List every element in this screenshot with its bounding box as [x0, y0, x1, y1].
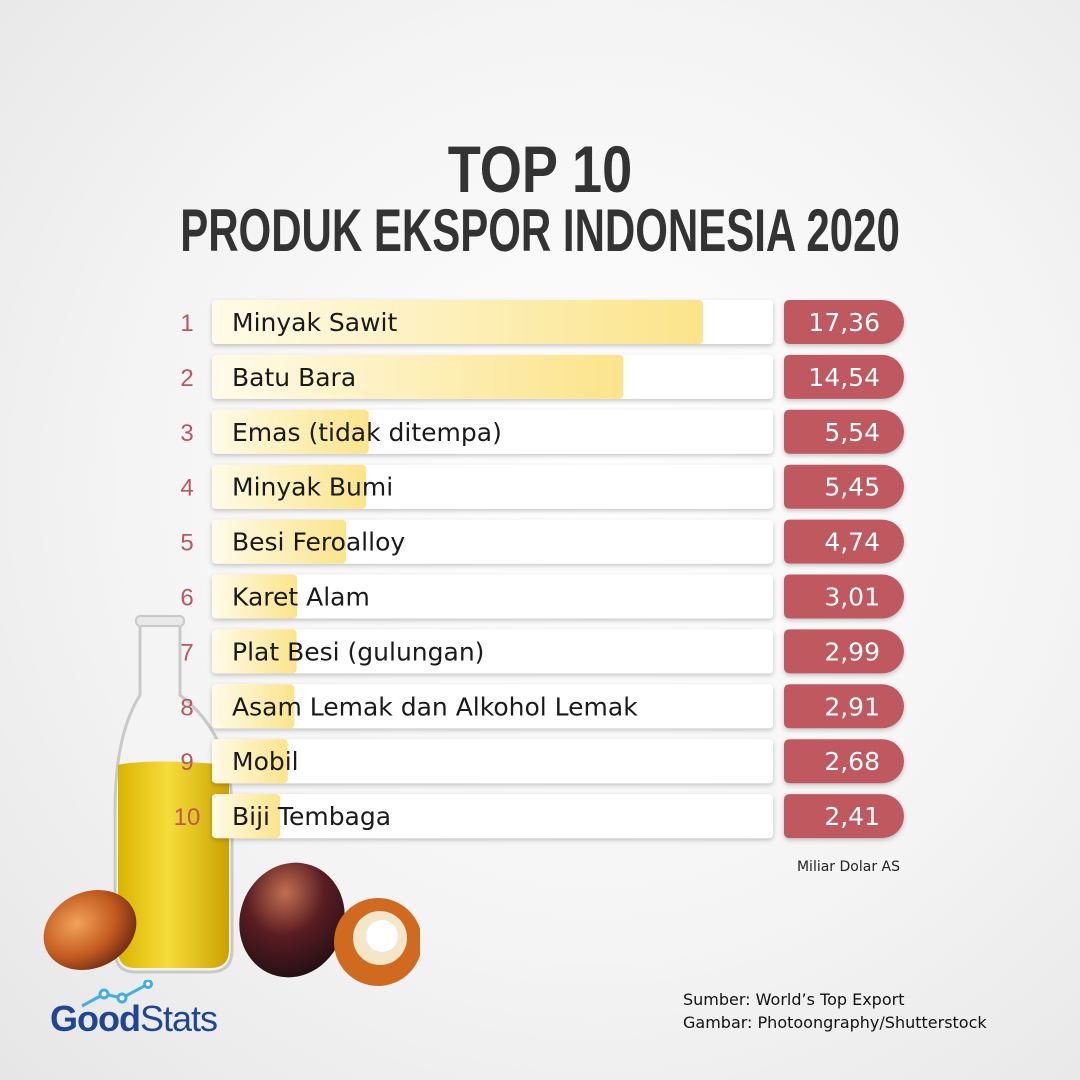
- bar-row: 8 Asam Lemak dan Alkohol Lemak 2,91: [180, 684, 905, 729]
- value-badge: [784, 739, 905, 784]
- bar: [212, 409, 369, 454]
- bar-row: 5 Besi Feroalloy 4,74: [180, 519, 905, 564]
- bar-row: 6 Karet Alam 3,01: [180, 574, 905, 619]
- bar: [212, 574, 298, 619]
- value-badge: [784, 300, 904, 344]
- source-line: Sumber: World’s Top Export: [683, 990, 905, 1009]
- category-label: Emas (tidak ditempa): [232, 418, 502, 447]
- bar-background: [212, 739, 773, 784]
- value-badge: [784, 409, 905, 454]
- value-label: 4,74: [824, 528, 880, 557]
- category-label: Batu Bara: [232, 363, 356, 392]
- value-label: 2,99: [824, 637, 880, 666]
- value-badge: [784, 629, 905, 674]
- bar-row: 1 Minyak Sawit 17,36: [180, 300, 904, 344]
- bar-row: 4 Minyak Bumi 5,45: [180, 464, 905, 509]
- chart-title-line1: TOP 10: [447, 132, 633, 206]
- value-label: 2,41: [824, 802, 880, 831]
- rank-label: 9: [180, 749, 193, 776]
- chart-title-line2: PRODUK EKSPOR INDONESIA 2020: [180, 197, 900, 264]
- bar: [212, 354, 624, 399]
- category-label: Asam Lemak dan Alkohol Lemak: [232, 692, 638, 721]
- image-credit-line: Gambar: Photoongraphy/Shutterstock: [683, 1013, 987, 1032]
- bar-background: [212, 519, 773, 564]
- value-label: 14,54: [808, 363, 880, 392]
- value-badge: [784, 519, 905, 564]
- value-label: 5,45: [824, 473, 880, 502]
- category-label: Mobil: [232, 747, 299, 776]
- logo-chart-icon: [81, 980, 153, 1008]
- bar-background: [212, 794, 773, 839]
- rank-label: 4: [180, 475, 193, 502]
- bar: [212, 629, 297, 674]
- value-label: 2,68: [824, 747, 880, 776]
- value-badge: [784, 464, 905, 509]
- bar: [212, 519, 347, 564]
- bar-row: 7 Plat Besi (gulungan) 2,99: [180, 629, 905, 674]
- value-badge: [784, 354, 905, 399]
- bar: [212, 794, 281, 839]
- category-label: Biji Tembaga: [232, 802, 391, 831]
- category-label: Besi Feroalloy: [232, 528, 405, 557]
- rank-label: 10: [174, 804, 201, 831]
- bar-row: 10 Biji Tembaga 2,41: [174, 794, 905, 839]
- logo-text-good: Good: [50, 998, 141, 1039]
- source-credits: Sumber: World’s Top Export Gambar: Photo…: [683, 988, 987, 1034]
- rank-label: 7: [180, 639, 193, 666]
- category-label: Minyak Bumi: [232, 473, 393, 502]
- value-label: 3,01: [824, 583, 880, 612]
- bar-background: [212, 574, 773, 619]
- logo-text-stats: Stats: [139, 998, 218, 1039]
- bar: [212, 300, 703, 344]
- category-label: Minyak Sawit: [232, 308, 397, 337]
- unit-label: Miliar Dolar AS: [796, 859, 900, 875]
- rank-label: 6: [180, 585, 193, 612]
- rank-label: 5: [180, 530, 193, 557]
- bar-background: [212, 684, 773, 729]
- bar-row: 2 Batu Bara 14,54: [180, 354, 905, 399]
- bar: [212, 464, 367, 509]
- bar-row: 9 Mobil 2,68: [180, 739, 905, 784]
- goodstats-logo: GoodStats: [50, 998, 218, 1040]
- category-label: Karet Alam: [232, 583, 370, 612]
- rank-label: 2: [180, 365, 193, 392]
- value-label: 5,54: [824, 418, 880, 447]
- bar: [212, 739, 288, 784]
- palm-oil-illustration: [43, 615, 420, 986]
- bar-background: [212, 629, 773, 674]
- value-label: 17,36: [808, 308, 880, 337]
- rank-label: 8: [180, 694, 193, 721]
- value-badge: [784, 794, 905, 839]
- bar-row: 3 Emas (tidak ditempa) 5,54: [180, 409, 905, 454]
- value-badge: [784, 684, 905, 729]
- category-label: Plat Besi (gulungan): [232, 637, 484, 666]
- bar: [212, 684, 295, 729]
- rank-label: 1: [180, 310, 193, 337]
- value-badge: [784, 574, 905, 619]
- value-label: 2,91: [824, 692, 880, 721]
- rank-label: 3: [180, 420, 193, 447]
